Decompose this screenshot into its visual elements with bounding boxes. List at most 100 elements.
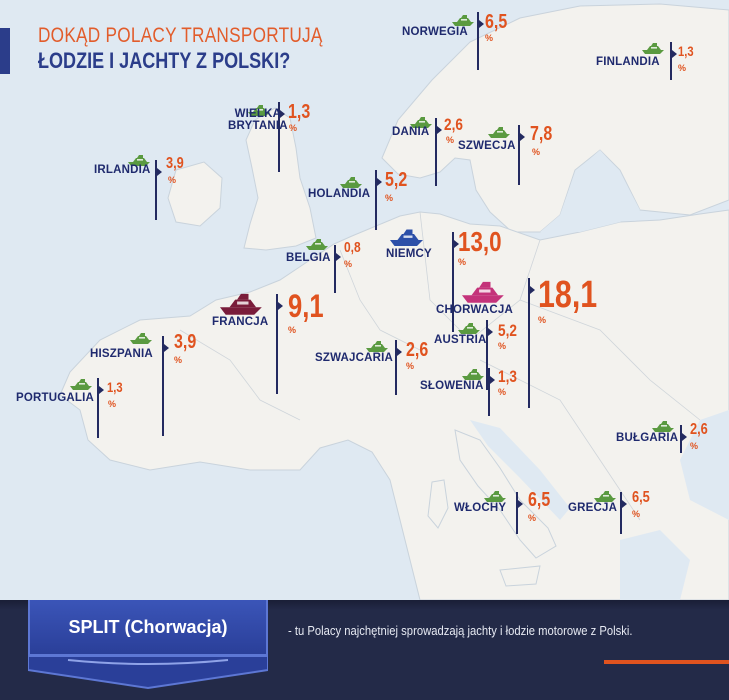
country-label: DANIA [392, 126, 430, 138]
marker-line [276, 294, 278, 394]
country-value: 2,6 [690, 421, 708, 438]
green-boat-icon [248, 105, 270, 116]
title-accent-bar [0, 28, 10, 74]
country-borders [179, 211, 701, 521]
great-britain-landmass [243, 107, 317, 251]
percent-sign: % [288, 325, 297, 335]
green-boat-icon [594, 491, 616, 502]
marker-tick [437, 126, 442, 134]
percent-sign: % [498, 341, 507, 351]
percent-sign: % [174, 355, 183, 365]
maroon-yacht-icon [220, 293, 262, 315]
aegean-sea [620, 530, 690, 600]
country-value: 13,0 [458, 226, 502, 257]
country-value: 1,3 [288, 101, 311, 123]
country-value: 1,3 [107, 379, 123, 395]
blue-boat-icon [390, 229, 423, 246]
country-value: 6,5 [632, 489, 650, 506]
percent-sign: % [632, 509, 641, 519]
country-label: BELGIA [286, 252, 331, 264]
country-value: 2,6 [444, 115, 463, 134]
marker-layer [70, 12, 687, 534]
country-value: 2,6 [406, 339, 429, 361]
ireland-landmass [167, 161, 223, 227]
green-boat-icon [652, 421, 674, 432]
marker-tick [99, 386, 104, 394]
green-boat-icon [340, 177, 362, 188]
percent-sign: % [690, 441, 699, 451]
country-label: IRLANDIA [94, 164, 151, 176]
percent-sign: % [289, 123, 298, 133]
marker-line [477, 12, 479, 70]
country-label: WIELKA BRYTANIA [228, 108, 288, 132]
marker-line [162, 336, 164, 436]
marker-tick [530, 286, 535, 294]
percent-sign: % [498, 387, 507, 397]
marker-line [680, 425, 682, 453]
marker-tick [397, 348, 402, 356]
badge-ribbon-tail [28, 656, 268, 690]
marker-tick [518, 500, 523, 508]
country-label: HISZPANIA [90, 348, 153, 360]
green-boat-icon [484, 491, 506, 502]
country-value: 3,9 [166, 155, 184, 172]
green-boat-icon [128, 155, 150, 166]
green-boat-icon [70, 379, 92, 390]
title-line-1: DOKĄD POLACY TRANSPORTUJĄ [38, 24, 323, 47]
marker-line [97, 378, 99, 438]
green-boat-icon [366, 341, 388, 352]
green-boat-icon [458, 323, 480, 334]
percent-sign: % [168, 175, 177, 185]
footer-bar: SPLIT (Chorwacja) - tu Polacy najchętnie… [0, 600, 729, 700]
country-label: SŁOWENIA [420, 380, 484, 392]
badge-label: SPLIT (Chorwacja) [68, 617, 228, 637]
marker-line [278, 102, 280, 172]
footer-accent-stripe [604, 660, 729, 664]
europe-map [59, 3, 729, 600]
country-label: GRECJA [568, 502, 618, 514]
country-value: 1,3 [498, 367, 517, 386]
percent-sign: % [344, 259, 353, 269]
percent-sign: % [458, 257, 467, 267]
country-value: 9,1 [288, 288, 324, 324]
marker-tick [488, 328, 493, 336]
baltic-sea [540, 150, 640, 232]
green-boat-icon [642, 43, 664, 54]
percent-sign: % [485, 33, 494, 43]
country-value: 6,5 [485, 11, 508, 33]
green-boat-icon [452, 15, 474, 26]
marker-line [452, 232, 454, 332]
marker-line [488, 368, 490, 416]
country-label: NORWEGIA [402, 26, 468, 38]
marker-tick [622, 500, 627, 508]
country-value: 1,3 [678, 43, 694, 59]
country-value: 0,8 [344, 239, 361, 256]
adriatic-sea [470, 420, 570, 520]
marker-tick [377, 178, 382, 186]
percent-sign: % [446, 135, 455, 145]
marker-line [528, 278, 530, 408]
italy-landmass [454, 429, 557, 559]
marker-line [375, 170, 377, 230]
percent-sign: % [538, 315, 547, 325]
green-boat-icon [488, 127, 510, 138]
magenta-yacht-icon [462, 281, 504, 303]
marker-line [435, 118, 437, 186]
sicily-landmass [499, 565, 541, 587]
marker-tick [164, 344, 169, 352]
country-value: 6,5 [528, 489, 551, 511]
country-label: FRANCJA [212, 316, 269, 328]
marker-tick [280, 110, 285, 118]
country-label: HOLANDIA [308, 188, 371, 200]
marker-line [518, 125, 520, 185]
marker-tick [490, 376, 495, 384]
country-value: 3,9 [174, 331, 197, 353]
percent-sign: % [528, 513, 537, 523]
marker-line [395, 340, 397, 395]
green-boat-icon [462, 369, 484, 380]
country-label: PORTUGALIA [16, 392, 95, 404]
marker-tick [479, 20, 484, 28]
country-label: FINLANDIA [596, 56, 660, 68]
country-label: CHORWACJA [436, 304, 513, 316]
marker-tick [454, 240, 459, 248]
